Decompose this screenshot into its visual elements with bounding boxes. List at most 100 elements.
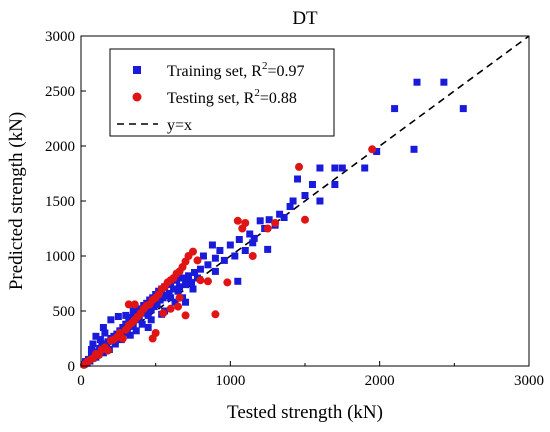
testing-set-point xyxy=(159,309,168,318)
training-set-point xyxy=(413,78,421,86)
legend-marker-training-set-r xyxy=(133,66,141,74)
training-set-point xyxy=(89,340,97,348)
training-set-point xyxy=(182,298,190,306)
testing-set-point xyxy=(241,219,250,227)
testing-set-point xyxy=(124,300,133,309)
training-set-point xyxy=(391,105,399,113)
training-set-point xyxy=(459,105,467,113)
training-set-point xyxy=(331,164,339,172)
training-set-point xyxy=(174,287,182,295)
training-set-point xyxy=(170,285,178,293)
training-set-point xyxy=(216,247,224,254)
training-set-point xyxy=(132,327,140,335)
training-set-point xyxy=(107,316,115,324)
testing-set-point xyxy=(223,278,232,287)
training-set-point xyxy=(338,164,346,172)
x-tick-label: 3000 xyxy=(514,373,544,389)
training-set-point xyxy=(153,300,161,308)
chart-title: DT xyxy=(292,8,318,29)
training-set-point xyxy=(256,217,264,225)
training-set-point xyxy=(264,245,272,253)
training-set-point xyxy=(185,272,193,280)
training-set-point xyxy=(101,329,109,337)
training-set-point xyxy=(211,267,219,275)
testing-set-point xyxy=(196,276,205,285)
training-set-point xyxy=(196,265,204,273)
training-set-point xyxy=(87,346,95,353)
training-set-point xyxy=(331,181,339,188)
training-set-point xyxy=(246,230,254,238)
testing-set-point xyxy=(295,162,304,171)
training-set-point xyxy=(308,181,316,188)
training-set-point xyxy=(276,210,284,218)
reference-line-y-equals-x xyxy=(80,35,530,367)
training-set-point xyxy=(220,256,228,264)
training-set-point xyxy=(144,311,152,319)
training-set-point xyxy=(99,324,107,331)
training-set-point xyxy=(171,298,179,306)
testing-set-point xyxy=(130,300,139,309)
ticks-layer: 0 1000 2000 3000 0 500 1000 1500 2000 2500 3000 xyxy=(45,29,544,389)
y-tick-label: 1500 xyxy=(45,194,75,210)
training-set-point xyxy=(249,239,257,247)
training-set-point xyxy=(250,234,258,242)
testing-set-point xyxy=(233,216,242,225)
training-set-point xyxy=(96,336,104,344)
legend-label-testing-set-r: Testing set, R2=0.88 xyxy=(167,87,297,107)
training-set-point xyxy=(316,197,324,205)
testing-set-point xyxy=(301,215,309,224)
x-tick-label: 2000 xyxy=(365,373,395,389)
training-set-point xyxy=(189,285,197,293)
legend-marker-testing-set-r xyxy=(132,92,142,102)
testing-set-point xyxy=(148,334,157,343)
training-set-point xyxy=(199,252,207,260)
training-set-point xyxy=(165,289,173,297)
training-set-point xyxy=(111,340,119,348)
training-set-point xyxy=(126,331,134,339)
x-axis-label: Tested strength (kN) xyxy=(227,402,383,423)
y-tick-label: 0 xyxy=(68,359,76,375)
training-set-point xyxy=(190,269,198,276)
y-tick-label: 2500 xyxy=(45,84,75,100)
training-set-point xyxy=(289,197,297,205)
training-set-point xyxy=(129,307,137,315)
testing-set-point xyxy=(103,346,112,355)
training-set-point xyxy=(179,274,187,282)
training-set-point xyxy=(241,247,249,254)
training-set-point xyxy=(373,148,381,155)
training-set-point xyxy=(316,164,324,172)
training-set-point xyxy=(234,277,242,285)
testing-set-point xyxy=(263,224,272,233)
training-set-point xyxy=(114,313,122,320)
legend-items: Training set, R2=0.97 Testing set, R2=0.8… xyxy=(117,60,305,134)
testing-set-point xyxy=(174,302,183,311)
legend-label-y-x: y=x xyxy=(167,117,192,134)
y-tick-label: 500 xyxy=(53,304,76,320)
testing-set-point xyxy=(368,145,377,154)
training-set-point xyxy=(226,241,234,249)
testing-set-point xyxy=(181,311,190,320)
testing-set-point xyxy=(203,277,212,286)
training-set-point xyxy=(176,283,184,291)
testing-set-point xyxy=(193,256,202,265)
testing-set-point xyxy=(248,252,257,260)
training-set-point xyxy=(182,281,190,289)
x-tick-label: 0 xyxy=(77,373,85,389)
training-set-point xyxy=(301,192,309,199)
y-tick-label: 2000 xyxy=(45,139,75,155)
points-layer xyxy=(79,78,467,369)
plot-area xyxy=(79,35,530,369)
testing-set-point xyxy=(189,247,197,256)
training-set-point xyxy=(208,241,216,249)
training-set-point xyxy=(280,214,288,221)
training-set-point xyxy=(167,294,175,302)
training-set-point xyxy=(410,145,418,153)
training-set-point xyxy=(122,311,130,319)
training-set-point xyxy=(294,175,302,183)
testing-set-point xyxy=(118,334,127,343)
training-set-point xyxy=(204,261,212,269)
training-set-point xyxy=(231,252,239,260)
testing-set-point xyxy=(211,310,220,319)
training-set-point xyxy=(361,164,369,172)
